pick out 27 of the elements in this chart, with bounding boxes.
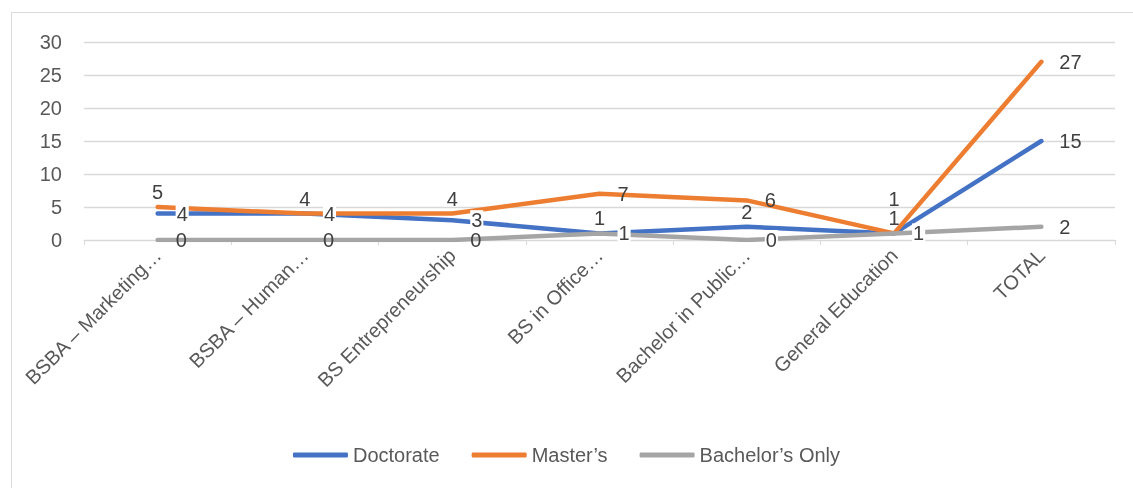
legend-label: Master’s [531, 444, 608, 466]
y-tick-label: 10 [39, 163, 62, 185]
data-label: 0 [470, 229, 482, 251]
legend-label: Bachelor’s Only [699, 444, 841, 466]
y-tick-label: 25 [39, 64, 62, 86]
data-label: 0 [765, 229, 777, 251]
data-label: 4 [446, 187, 458, 210]
data-label: 0 [322, 229, 335, 251]
y-tick-label: 15 [39, 130, 62, 152]
data-label: 5 [152, 181, 164, 203]
y-tick-label: 5 [50, 196, 62, 218]
data-label: 4 [323, 202, 336, 225]
data-label: 27 [1059, 50, 1082, 73]
data-label: 2 [741, 200, 753, 223]
data-label: 0 [175, 229, 187, 251]
y-tick-label: 20 [39, 97, 62, 119]
data-label: 4 [299, 187, 311, 210]
data-label: 3 [471, 209, 483, 232]
legend-label: Doctorate [352, 444, 440, 466]
data-label: 1 [618, 222, 630, 245]
data-label: 2 [1059, 215, 1071, 238]
data-label: 15 [1059, 130, 1082, 152]
y-tick-label: 30 [39, 31, 62, 53]
data-label: 1 [913, 222, 925, 245]
y-tick-label: 0 [50, 229, 62, 251]
data-label: 1 [593, 207, 606, 230]
data-label: 4 [176, 202, 188, 225]
